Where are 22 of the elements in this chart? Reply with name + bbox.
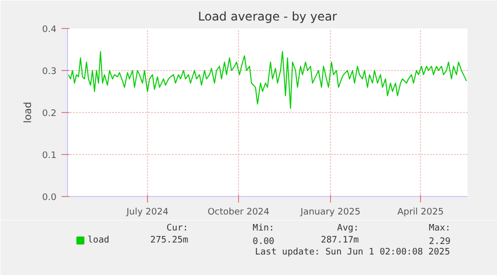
text: 2.29: [428, 237, 451, 247]
text: 287.17m: [320, 236, 359, 246]
x-tick-label: July 2024: [126, 208, 169, 218]
y-tick-label: 0.4: [42, 25, 57, 35]
text: Cur:: [166, 224, 188, 234]
text: Min:: [252, 224, 274, 234]
chart-title: Load average - by year: [198, 10, 338, 24]
text: Max:: [428, 224, 451, 234]
y-axis-title: load: [23, 102, 34, 124]
x-tick-label: January 2025: [300, 208, 360, 218]
x-tick-label: April 2025: [397, 208, 444, 218]
text: 0.00: [252, 237, 274, 247]
y-tick-label: 0.3: [42, 67, 57, 77]
y-tick-label: 0.0: [42, 193, 57, 203]
x-tick-label: October 2024: [208, 208, 270, 218]
y-tick-label: 0.2: [42, 109, 57, 119]
text: 275.25m: [150, 236, 188, 246]
line-series: [68, 51, 467, 109]
text: Last update: Sun Jun 1 02:00:08 2025: [254, 248, 450, 258]
legend-label: load: [88, 236, 110, 246]
y-tick-label: 0.1: [42, 151, 57, 161]
text: Avg:: [337, 224, 359, 234]
